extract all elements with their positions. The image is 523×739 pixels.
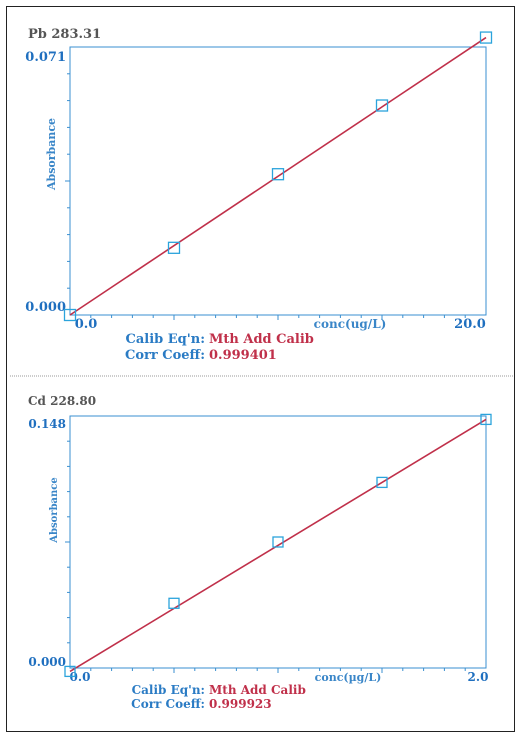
calibration-fit-line (69, 36, 487, 316)
plot-area-1 (63, 31, 493, 322)
corr-coeff-value: 0.999923 (209, 697, 272, 711)
data-point (376, 476, 388, 489)
x-tick-label-max: 20.0 (454, 317, 486, 332)
corr-coeff-label: Corr Coeff: (131, 697, 205, 711)
data-point (480, 413, 492, 426)
report-frame (6, 6, 515, 732)
plot-frame (69, 46, 487, 316)
corr-coeff-label: Corr Coeff: (125, 348, 205, 363)
data-point (167, 241, 181, 254)
x-axis-label: conc(µg/L) (315, 671, 382, 684)
y-tick-label-max: 0.071 (25, 50, 66, 65)
x-tick-label-min: 0.0 (75, 317, 98, 332)
x-axis-label: conc(ug/L) (314, 317, 387, 331)
data-point (168, 597, 180, 609)
calibration-fit-line (69, 418, 487, 673)
plot-area-2 (64, 413, 492, 678)
y-axis-label: Absorbance (49, 477, 60, 544)
calib-eqn-label: Calib Eq'n: (132, 683, 205, 697)
cd-calibration-chart: Cd 228.80 0.148 0.000 0.0 2.0 conc(µg/L)… (28, 394, 488, 711)
y-tick-label-max: 0.148 (28, 417, 66, 431)
chart-title: Cd 228.80 (28, 394, 96, 408)
chart-title: Pb 283.31 (28, 27, 101, 42)
x-tick-label-max: 2.0 (468, 670, 489, 684)
calib-eqn-label: Calib Eq'n: (126, 332, 206, 347)
corr-coeff-value: 0.999401 (209, 348, 277, 363)
data-point (479, 31, 493, 44)
data-point (271, 168, 285, 181)
plot-frame (69, 415, 487, 669)
y-tick-label-min: 0.000 (28, 655, 66, 669)
y-axis-label: Absorbance (45, 118, 58, 191)
data-point (272, 536, 284, 548)
data-point (375, 99, 389, 112)
data-point (64, 665, 76, 678)
calib-eqn-value: Mth Add Calib (209, 332, 314, 347)
y-tick-label-min: 0.000 (25, 300, 66, 315)
data-point (63, 308, 77, 322)
calib-eqn-value: Mth Add Calib (209, 683, 306, 697)
pb-calibration-chart: Pb 283.31 0.071 0.000 0.0 20.0 conc(ug/L… (25, 27, 486, 363)
